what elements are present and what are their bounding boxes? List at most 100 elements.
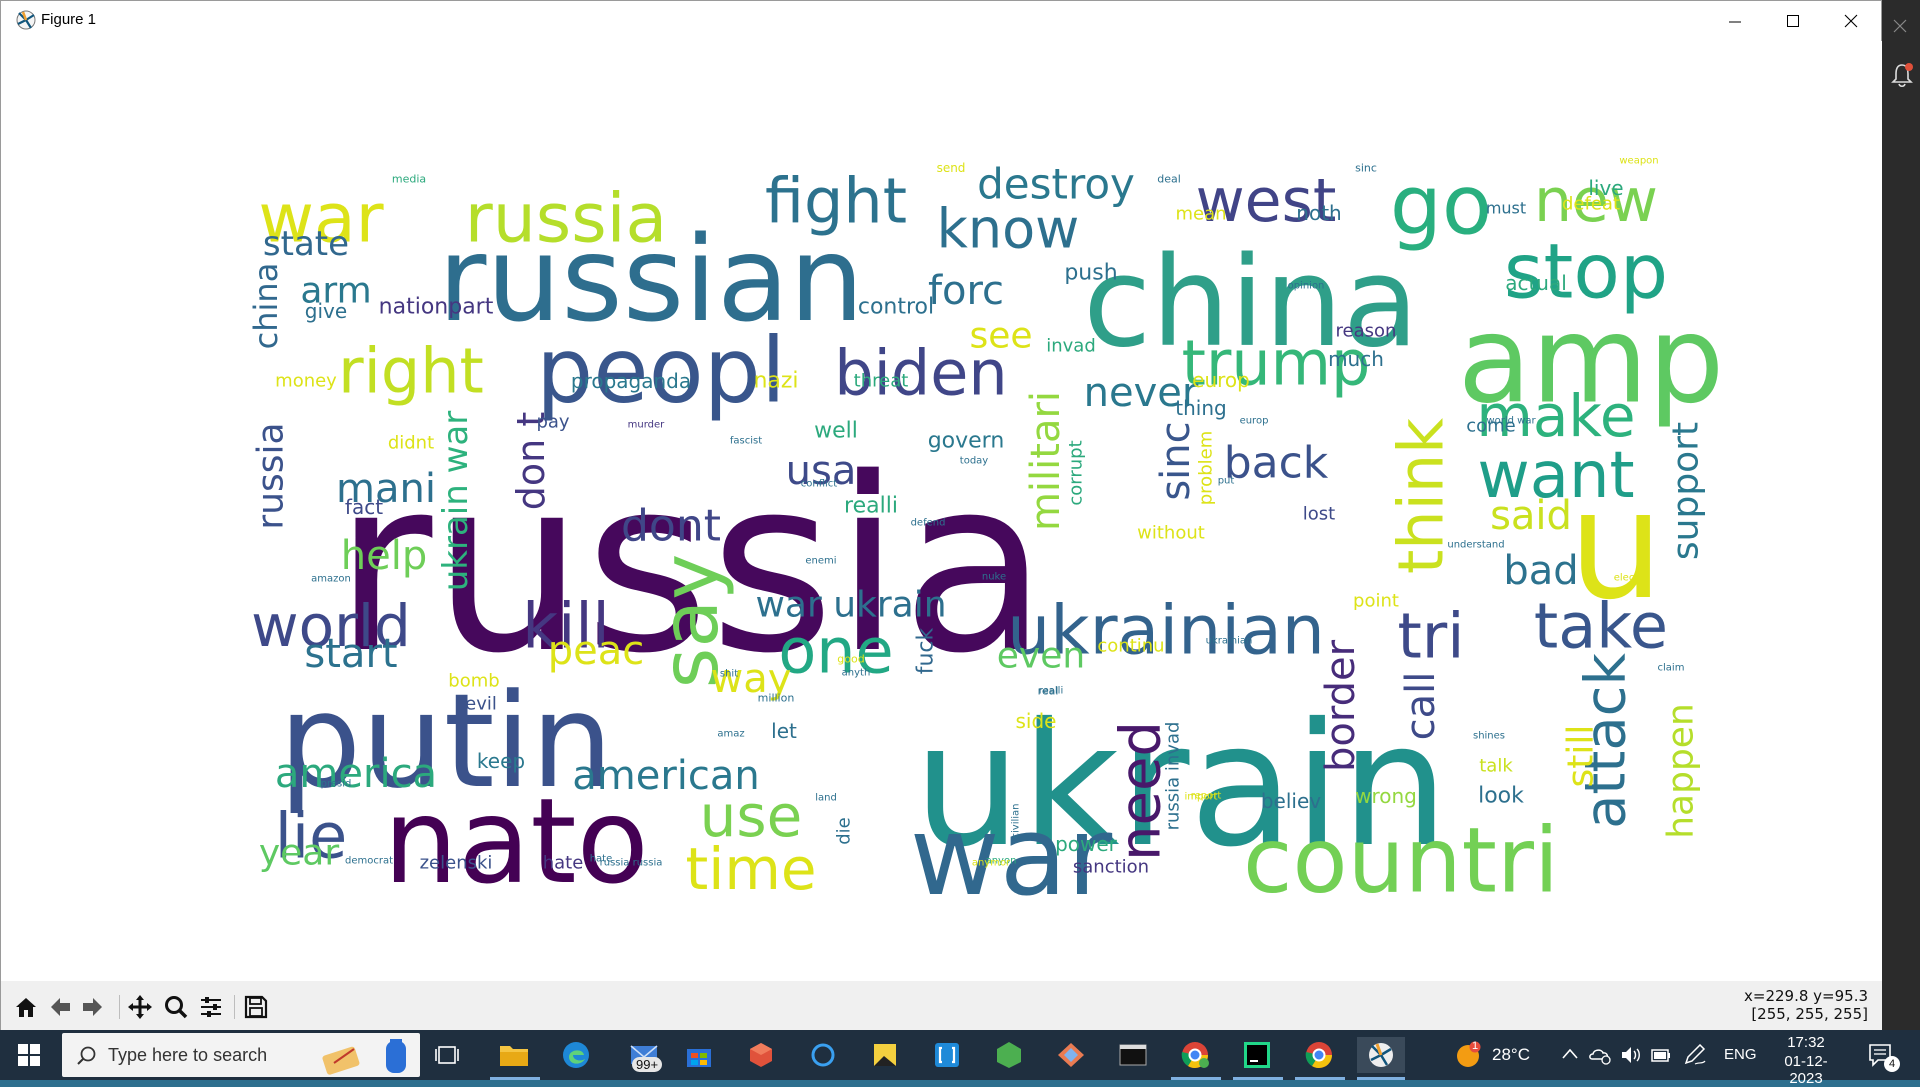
move-arrows-icon	[128, 995, 152, 1019]
word-cloud-term: defeat	[1562, 194, 1620, 215]
word-cloud-term: war	[258, 180, 383, 259]
input-language[interactable]: ENG	[1724, 1046, 1757, 1063]
word-cloud-term: europ	[1192, 368, 1250, 392]
temperature[interactable]: 28°C	[1492, 1045, 1530, 1064]
figure-canvas[interactable]: russia russian china ukrain putin nato war amp u…	[8, 41, 1882, 981]
action-center-icon[interactable]	[1868, 1043, 1896, 1069]
word-cloud-term: china	[1083, 231, 1419, 375]
word-cloud-term: militari	[1023, 391, 1069, 531]
onedrive-network-icon[interactable]	[1588, 1044, 1612, 1066]
word-cloud-term: conflict	[801, 479, 838, 490]
weather-sun-icon[interactable]	[1455, 1041, 1483, 1069]
mail-button[interactable]: 99+	[620, 1037, 670, 1073]
word-cloud-term: need	[1109, 721, 1174, 861]
word-cloud-term: russia	[334, 426, 1049, 706]
word-cloud-term: murder	[628, 420, 666, 431]
notification-bell-icon[interactable]	[1890, 62, 1914, 88]
task-view-button[interactable]	[430, 1037, 466, 1073]
word-cloud-term: way	[711, 656, 792, 702]
word-cloud-term: think	[1385, 418, 1458, 574]
active-app-indicator	[490, 1077, 540, 1080]
chevron-up-icon[interactable]	[1562, 1047, 1578, 1061]
word-cloud-term: know	[937, 198, 1080, 261]
terminal-button[interactable]	[1115, 1037, 1151, 1073]
word-cloud-term: make	[1476, 382, 1635, 450]
back-button[interactable]	[46, 993, 74, 1021]
sticky-note-icon	[874, 1044, 896, 1066]
chrome-button[interactable]	[1301, 1037, 1337, 1073]
cursor-coordinates: x=229.8 y=95.3	[1744, 987, 1868, 1005]
speaker-icon[interactable]	[1620, 1044, 1642, 1066]
microsoft-store-button[interactable]	[681, 1037, 717, 1073]
close-icon[interactable]	[1892, 18, 1908, 34]
zoom-button[interactable]	[162, 993, 190, 1021]
word-cloud-term: threat	[854, 371, 909, 392]
word-cloud-term: trump	[1182, 327, 1371, 400]
word-cloud-term: putin	[279, 665, 613, 817]
office-app-button[interactable]	[743, 1037, 779, 1073]
cortana-button[interactable]	[805, 1037, 841, 1073]
chrome-profile-button[interactable]	[1177, 1037, 1213, 1073]
sticky-notes-button[interactable]	[867, 1037, 903, 1073]
diamond-icon	[1058, 1043, 1084, 1067]
active-app-indicator	[1171, 1077, 1221, 1080]
forward-button[interactable]	[79, 993, 107, 1021]
word-cloud-term: reason	[1336, 321, 1397, 342]
word-cloud-term: zelenski	[420, 853, 493, 874]
title-bar[interactable]: Figure 1	[1, 1, 1881, 41]
minimize-button[interactable]	[1706, 1, 1764, 41]
word-cloud-term: biden	[834, 337, 1007, 410]
mail-unread-badge: 99+	[632, 1057, 663, 1072]
word-cloud-term: don t	[509, 412, 553, 510]
start-button[interactable]	[0, 1030, 58, 1080]
terminal-icon	[1119, 1044, 1147, 1066]
taskbar: Type here to search 99+	[0, 1030, 1920, 1087]
close-icon	[1844, 14, 1858, 28]
word-cloud-term: help	[341, 533, 427, 579]
configure-subplots-button[interactable]	[197, 993, 225, 1021]
floppy-disk-icon	[244, 995, 268, 1019]
window-title: Figure 1	[41, 11, 97, 28]
word-cloud-term: much	[1328, 347, 1384, 371]
word-cloud-term: tri	[1397, 600, 1464, 673]
word-cloud-term: destroy	[977, 160, 1135, 209]
word-cloud-term: money	[275, 371, 337, 392]
word-cloud-term: give	[305, 299, 347, 323]
git-client-button[interactable]	[1053, 1037, 1089, 1073]
word-cloud-term: one	[778, 615, 893, 688]
matplotlib-figure-button[interactable]	[1357, 1037, 1405, 1073]
word-cloud-term: put	[1218, 476, 1235, 487]
pycharm-button[interactable]	[1239, 1037, 1275, 1073]
word-cloud-term: point	[1353, 591, 1399, 612]
edge-browser-button[interactable]	[558, 1037, 594, 1073]
word-cloud-term: enemi	[805, 556, 836, 567]
nodejs-button[interactable]	[991, 1037, 1027, 1073]
pen-icon[interactable]	[1683, 1044, 1707, 1066]
cortana-ring-icon	[811, 1043, 835, 1067]
snipping-tool-button[interactable]	[929, 1037, 965, 1073]
maximize-button[interactable]	[1764, 1, 1822, 41]
word-cloud-term: europ	[1240, 416, 1269, 427]
word-cloud-term: realli	[844, 494, 898, 519]
word-cloud-term: amp	[1458, 292, 1725, 431]
clock[interactable]: 17:32 01-12-2023	[1768, 1034, 1844, 1087]
save-button[interactable]	[242, 993, 270, 1021]
word-cloud-term: said	[1490, 493, 1572, 539]
word-cloud-term: import	[1184, 792, 1217, 803]
file-explorer-button[interactable]	[496, 1037, 532, 1073]
magnifier-icon	[165, 996, 188, 1019]
taskbar-search-box[interactable]: Type here to search	[62, 1033, 420, 1077]
pan-button[interactable]	[126, 993, 154, 1021]
maximize-icon	[1787, 15, 1799, 27]
word-cloud-term: amazon	[311, 574, 351, 585]
minimize-icon	[1729, 21, 1741, 23]
word-cloud-term: send	[937, 161, 966, 175]
close-button[interactable]	[1822, 1, 1880, 41]
word-cloud-term: fuck	[914, 627, 939, 674]
word-cloud-term: propaganda	[571, 369, 691, 393]
word-cloud-term: actual	[1505, 271, 1567, 295]
battery-icon[interactable]	[1650, 1046, 1672, 1064]
home-button[interactable]	[12, 993, 40, 1021]
word-cloud-term: china	[247, 263, 285, 350]
word-cloud-term: forc	[928, 268, 1004, 314]
